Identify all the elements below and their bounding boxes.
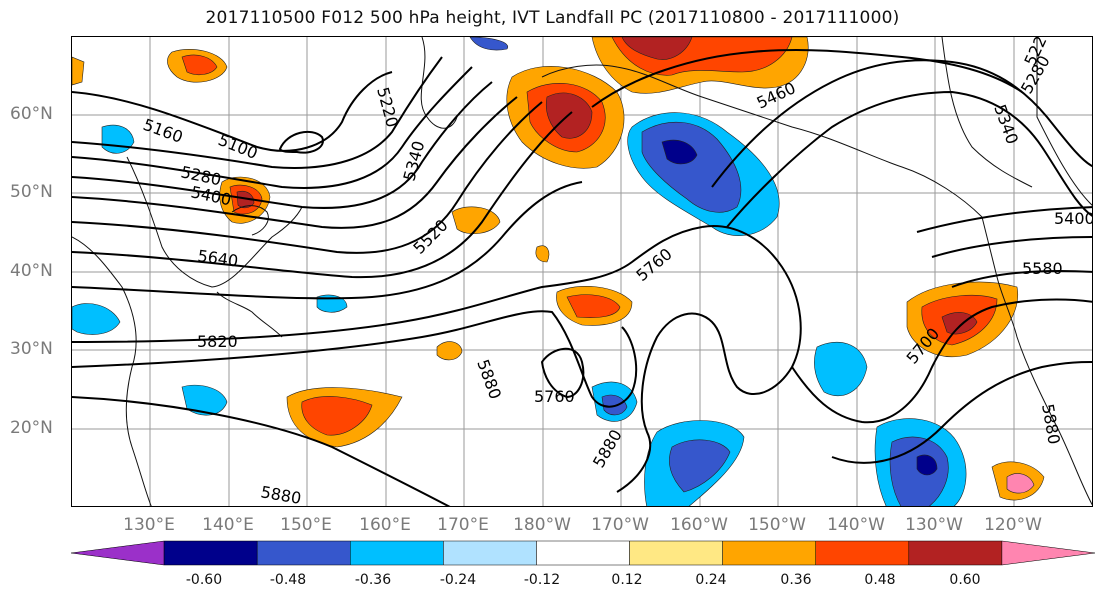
colorbar-segment bbox=[163, 540, 258, 566]
colorbar-segment bbox=[1001, 540, 1096, 566]
contour-label: 5880 bbox=[473, 357, 505, 402]
colorbar-tick: 0.48 bbox=[864, 572, 896, 588]
contour-label: 5400 bbox=[1054, 209, 1093, 228]
lat-label-20n: 20°N bbox=[10, 418, 53, 438]
contour-label: 5520 bbox=[409, 216, 451, 258]
contour-label: 5760 bbox=[534, 387, 575, 406]
colorbar-segment bbox=[350, 540, 444, 566]
map-title: 2017110500 F012 500 hPa height, IVT Land… bbox=[205, 8, 900, 28]
lon-label-160e: 160°E bbox=[359, 515, 411, 535]
colorbar-tick: -0.60 bbox=[185, 572, 223, 588]
lon-label-170e: 170°E bbox=[437, 515, 489, 535]
colorbar bbox=[70, 540, 1096, 566]
colorbar-segment bbox=[722, 540, 816, 566]
colorbar-tick: 0.60 bbox=[949, 572, 981, 588]
contour-label: 5880 bbox=[589, 426, 626, 471]
contour-label: 5760 bbox=[632, 244, 675, 285]
coastlines bbox=[72, 37, 1092, 506]
lon-label-160w: 160°W bbox=[670, 515, 728, 535]
lon-label-150e: 150°E bbox=[280, 515, 332, 535]
colorbar-segment bbox=[443, 540, 537, 566]
map-panel: 5160 5100 5280 5400 5640 5820 5880 5220 … bbox=[71, 36, 1093, 507]
lon-label-130w: 130°W bbox=[905, 515, 963, 535]
contour-label: 5880 bbox=[259, 482, 302, 507]
colorbar-segment bbox=[815, 540, 910, 566]
lon-label-120w: 120°W bbox=[984, 515, 1042, 535]
colorbar-segment bbox=[629, 540, 723, 566]
contour-label: 5640 bbox=[196, 246, 239, 270]
contour-label: 5220 bbox=[373, 85, 402, 129]
colorbar-segment bbox=[70, 540, 165, 566]
lat-label-60n: 60°N bbox=[10, 104, 53, 124]
contour-label: 5340 bbox=[990, 102, 1022, 147]
colorbar-tick: -0.36 bbox=[354, 572, 392, 588]
lon-label-130e: 130°E bbox=[123, 515, 175, 535]
map-canvas: 5160 5100 5280 5400 5640 5820 5880 5220 … bbox=[72, 37, 1093, 507]
colorbar-segment bbox=[536, 540, 630, 566]
lat-label-40n: 40°N bbox=[10, 261, 53, 281]
lon-label-180w: 180°W bbox=[513, 515, 571, 535]
colorbar-tick: -0.48 bbox=[269, 572, 307, 588]
colorbar-tick: -0.24 bbox=[439, 572, 477, 588]
colorbar-segment bbox=[256, 540, 351, 566]
lon-label-150w: 150°W bbox=[748, 515, 806, 535]
colorbar-tick: 0.36 bbox=[780, 572, 812, 588]
colorbar-tick: 0.24 bbox=[695, 572, 727, 588]
colorbar-tick: -0.12 bbox=[523, 572, 561, 588]
colorbar-tick: 0.12 bbox=[611, 572, 643, 588]
lat-label-30n: 30°N bbox=[10, 339, 53, 359]
contour-label: 5100 bbox=[216, 130, 261, 163]
contour-label: 5160 bbox=[141, 115, 186, 147]
lat-label-50n: 50°N bbox=[10, 182, 53, 202]
height-contours bbox=[72, 48, 1092, 506]
colorbar-segment bbox=[908, 540, 1003, 566]
lon-label-140w: 140°W bbox=[827, 515, 885, 535]
lon-label-140e: 140°E bbox=[202, 515, 254, 535]
lon-label-170w: 170°W bbox=[591, 515, 649, 535]
contour-label: 5580 bbox=[1022, 259, 1063, 278]
ivt-negative-shading bbox=[72, 37, 967, 506]
contour-label: 5880 bbox=[1038, 402, 1064, 445]
contour-label: 5820 bbox=[197, 332, 238, 351]
